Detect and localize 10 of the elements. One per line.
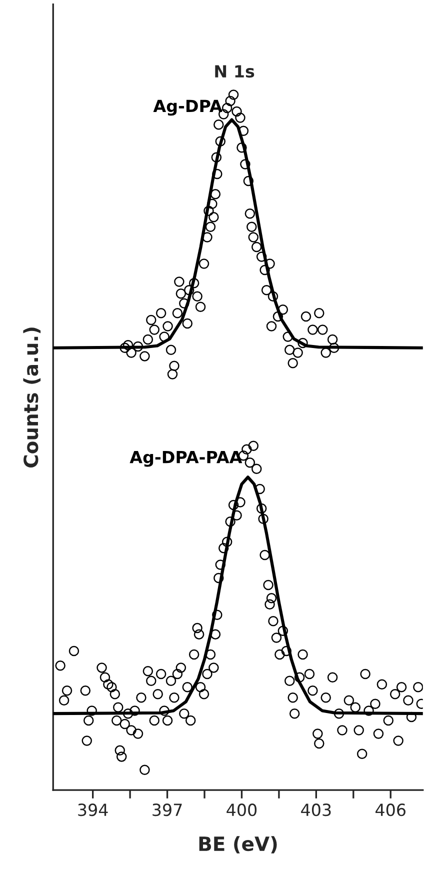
- x-tick-label: 400: [226, 804, 257, 816]
- series-label: Ag-DPA: [153, 100, 222, 116]
- x-tick-label: 406: [376, 804, 406, 816]
- x-axis-title: BE (eV): [199, 836, 277, 854]
- x-tick-label: 397: [152, 804, 182, 816]
- series-label: Ag-DPA-PAA: [130, 451, 242, 467]
- x-tick-label: 403: [301, 804, 331, 816]
- x-tick-label: 394: [78, 804, 108, 816]
- y-axis-title: Counts (a.u.): [23, 328, 41, 468]
- text: N 1s: [215, 65, 254, 78]
